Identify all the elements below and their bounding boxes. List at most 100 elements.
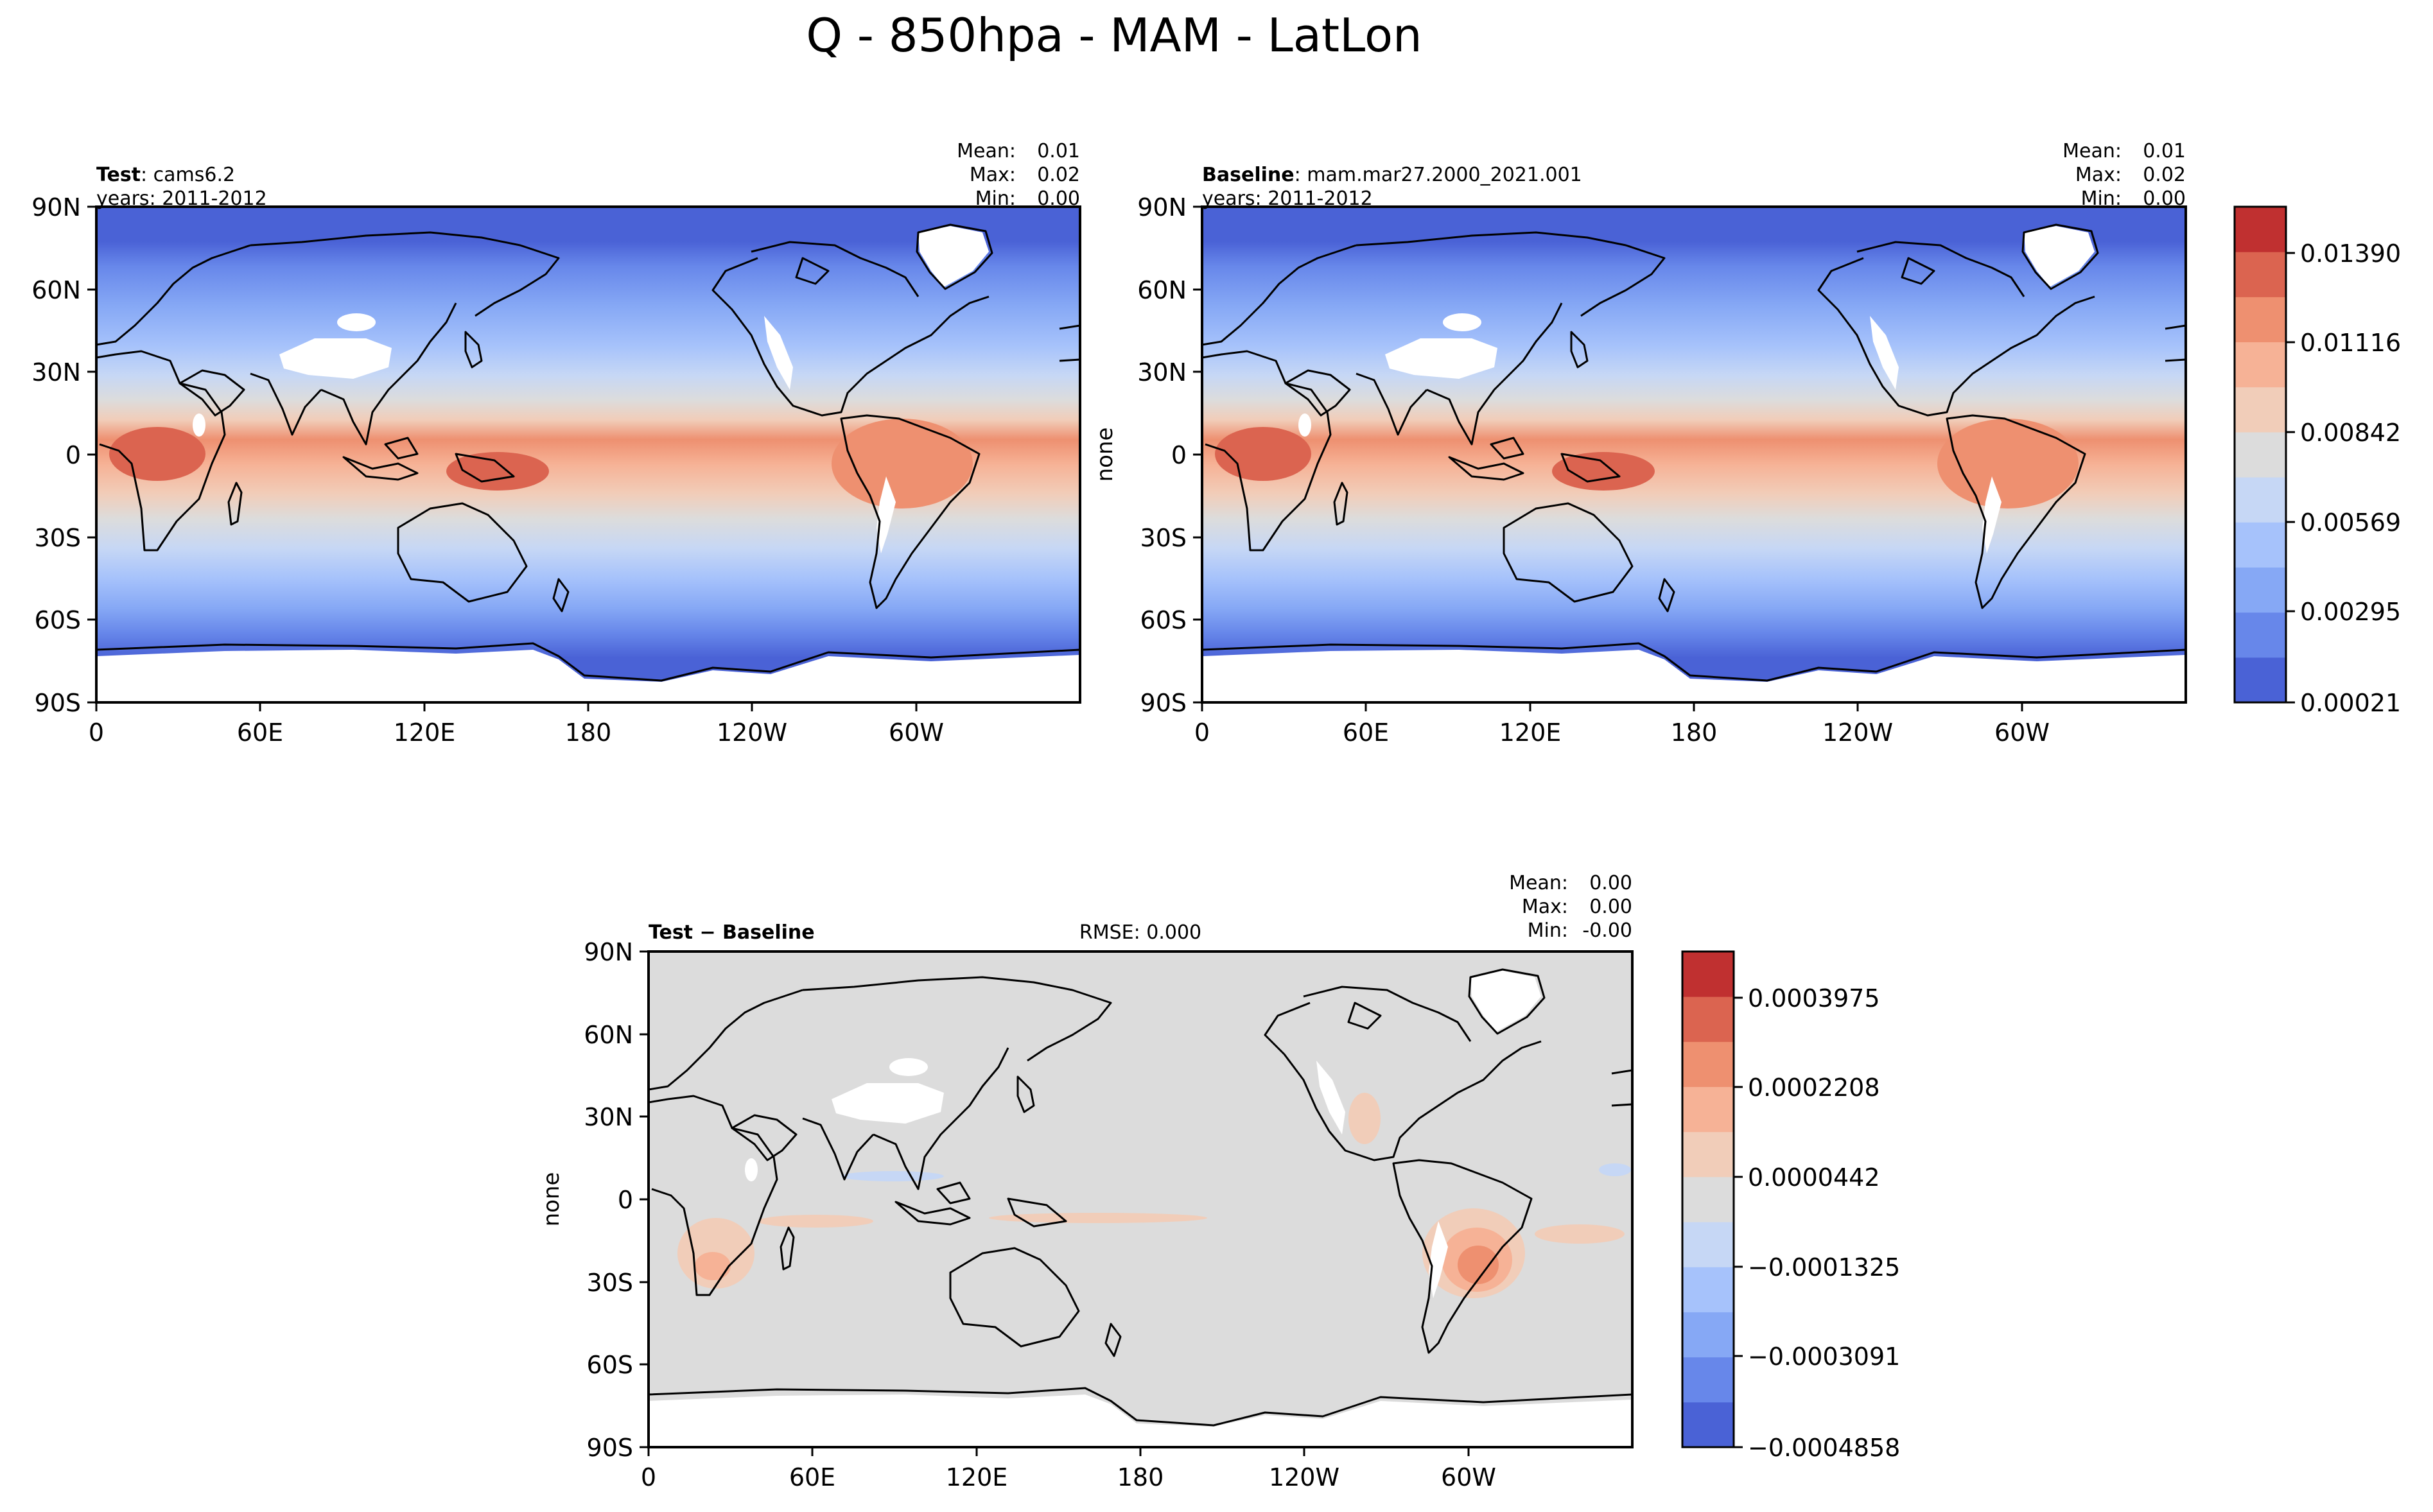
svg-text:90S: 90S — [1140, 689, 1187, 717]
colorbar-segments — [1682, 952, 1734, 1448]
panel-label: Baseline: mam.mar27.2000_2021.001 — [1202, 164, 1582, 186]
colorbar-tick: −0.0004858 — [1734, 1434, 1900, 1462]
figure-title: Q - 850hpa - MAM - LatLon — [806, 8, 1422, 62]
y-axis: 90N 60N 30N 0 30S 60S 90S — [584, 938, 649, 1462]
svg-text:180: 180 — [565, 718, 612, 747]
greenland-mask — [2024, 226, 2095, 287]
panel-label-rest: : cams6.2 — [141, 164, 235, 186]
coast-new-zealand — [1104, 1323, 1122, 1357]
coast-africa — [96, 350, 226, 552]
coast-india — [802, 1117, 875, 1181]
svg-text:30N: 30N — [584, 1103, 633, 1131]
coast-india — [250, 372, 322, 436]
svg-text:−0.0004858: −0.0004858 — [1748, 1434, 1900, 1462]
colorbar-tick: 0.00842 — [2286, 419, 2401, 447]
antarctica-mask — [1202, 650, 2186, 702]
tibet-mask — [1385, 338, 1497, 379]
svg-text:30N: 30N — [31, 358, 81, 387]
xtick: 60W — [1441, 1447, 1496, 1491]
colorbar-segment — [2235, 297, 2286, 343]
africa-moisture-max — [109, 427, 205, 481]
coast-southeast-asia — [320, 302, 457, 446]
coast-iberia-east-edge — [2165, 324, 2186, 362]
svg-text:120E: 120E — [946, 1463, 1008, 1491]
ytick: 90S — [1140, 689, 1202, 717]
ytick: 0 — [1171, 441, 1202, 469]
svg-text:60S: 60S — [587, 1351, 633, 1379]
xtick: 180 — [1671, 702, 1718, 747]
coast-north-america — [1817, 257, 2095, 417]
svg-text:90N: 90N — [1137, 193, 1187, 222]
colorbar-top: 0.01390 0.01116 0.00842 0.00569 0.00295 … — [2233, 205, 2401, 717]
colorbar-tick: 0.00569 — [2286, 508, 2401, 537]
panel-difference: none 90N 60N 30N 0 30S 60S 90S 0 60E 120… — [539, 872, 1634, 1491]
mongolia-mask — [337, 313, 376, 331]
coast-japan — [464, 331, 483, 369]
indian-ocean-positive — [758, 1215, 873, 1228]
ytick: 90S — [587, 1434, 649, 1462]
colorbar-segments — [2235, 207, 2286, 703]
masked-high-terrain — [96, 226, 1080, 702]
coast-arabia — [731, 1114, 798, 1161]
coast-south-america — [1392, 1159, 1533, 1354]
masked-high-terrain — [1202, 226, 2186, 702]
x-axis: 0 60E 120E 180 120W 60W — [641, 1447, 1496, 1491]
svg-text:120W: 120W — [717, 718, 787, 747]
svg-text:0.01116: 0.01116 — [2300, 329, 2401, 357]
southern-africa-positive-core — [695, 1252, 731, 1280]
coast-europe — [1201, 244, 1357, 346]
difference-anomalies — [677, 1093, 1631, 1298]
ytick: 30N — [31, 358, 96, 387]
xtick: 180 — [565, 702, 612, 747]
maritime-continent-max — [446, 452, 549, 491]
greenland-mask — [918, 226, 989, 287]
colorbar-segment — [1682, 996, 1734, 1042]
svg-text:180: 180 — [1671, 718, 1718, 747]
tropical-maxima — [1215, 419, 2079, 508]
xtick: 120E — [394, 702, 455, 747]
colorbar-segment — [2235, 342, 2286, 388]
coast-north-america — [1264, 1002, 1542, 1161]
stat-value: 0.01 — [1037, 140, 1080, 162]
xtick: 60E — [237, 702, 283, 747]
svg-text:0: 0 — [641, 1463, 656, 1491]
ytick: 60S — [35, 606, 96, 634]
ytick: 30S — [35, 524, 96, 552]
mongolia-mask — [889, 1058, 928, 1076]
stat-key: Max: — [970, 164, 1016, 186]
svg-text:60E: 60E — [1343, 718, 1389, 747]
coast-madagascar — [227, 482, 243, 526]
colorbar-frame — [1681, 950, 1735, 1448]
xtick: 120E — [1499, 702, 1561, 747]
coast-iberia-east-edge — [1059, 324, 1081, 362]
svg-text:0: 0 — [618, 1186, 633, 1214]
tibet-mask — [832, 1083, 944, 1124]
andes-mask — [1429, 1221, 1448, 1298]
coast-australia — [1503, 502, 1634, 603]
colorbar-tick: 0.01116 — [2286, 329, 2401, 357]
panel-label-bold: Baseline — [1202, 164, 1295, 186]
colorbar-segment — [2235, 252, 2286, 297]
stat-key: Mean: — [2062, 140, 2122, 162]
coast-south-america — [1946, 414, 2086, 609]
ethiopia-mask — [745, 1158, 758, 1181]
stat-key: Mean: — [1509, 872, 1568, 894]
masked-high-terrain — [649, 971, 1632, 1447]
tibet-mask — [279, 338, 392, 379]
equatorial-negative — [841, 1171, 944, 1181]
xtick: 120W — [717, 702, 787, 747]
ytick: 0 — [618, 1186, 649, 1214]
coast-japan — [1570, 331, 1589, 369]
svg-text:60N: 60N — [584, 1021, 633, 1049]
svg-text:0: 0 — [1194, 718, 1210, 747]
stat-value: 0.01 — [2143, 140, 2186, 162]
svg-text:0.00842: 0.00842 — [2300, 419, 2401, 447]
stat-key: Mean: — [957, 140, 1016, 162]
colorbar-segment — [1682, 1176, 1734, 1222]
svg-text:30S: 30S — [35, 524, 81, 552]
stat-key: Min: — [975, 187, 1016, 210]
south-america-positive-core — [1458, 1246, 1499, 1284]
coast-greenland — [916, 223, 993, 290]
svg-text:120W: 120W — [1822, 718, 1893, 747]
